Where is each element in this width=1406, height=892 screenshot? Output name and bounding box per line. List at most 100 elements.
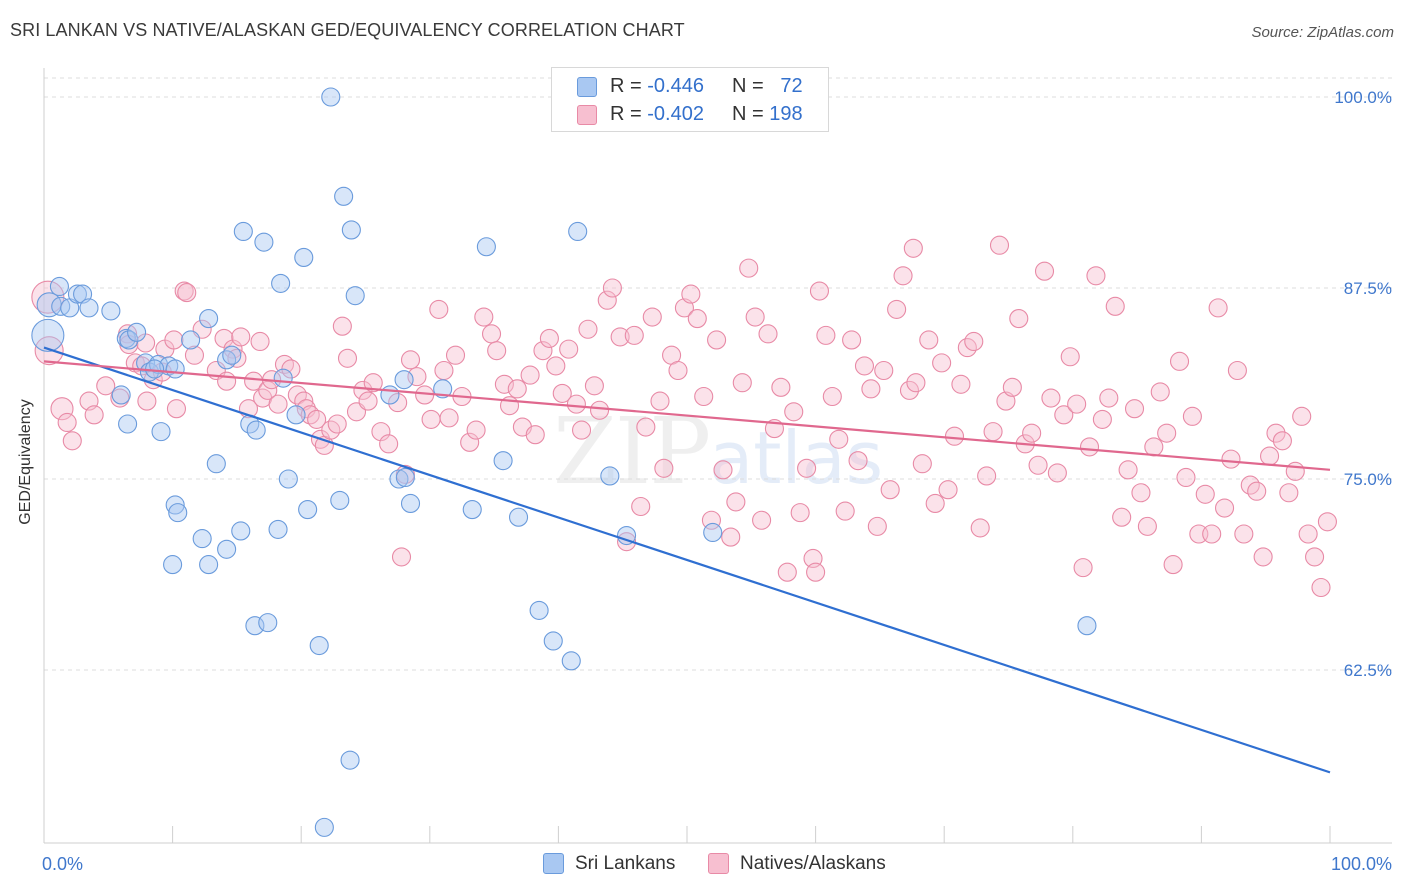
- natives-alaskans-point: [668, 360, 688, 381]
- natives-alaskans-point: [721, 527, 741, 547]
- sri-lankans-point: [165, 495, 185, 515]
- natives-alaskans-point: [379, 434, 399, 454]
- r-text: R = -0.446: [610, 75, 704, 97]
- natives-alaskans-point: [400, 350, 421, 370]
- natives-alaskans-point: [429, 299, 449, 319]
- sri-lankans-point: [199, 309, 219, 329]
- natives-alaskans-point: [50, 397, 74, 421]
- natives-alaskans-point: [1099, 388, 1119, 408]
- natives-alaskans-point: [944, 426, 965, 446]
- sri-lankans-point: [165, 359, 185, 379]
- sri-lankans-point: [476, 237, 496, 257]
- natives-alaskans-point: [919, 330, 939, 350]
- natives-alaskans-point: [1317, 512, 1337, 532]
- natives-alaskans-point: [466, 420, 486, 440]
- natives-alaskans-point: [842, 330, 862, 350]
- natives-alaskans-point: [494, 374, 514, 394]
- n-value: 198: [769, 103, 803, 125]
- sri-lankans-point: [222, 345, 242, 365]
- sri-lankans-point: [118, 414, 138, 434]
- natives-alaskans-point: [829, 429, 849, 449]
- sri-lankans-point: [119, 330, 139, 350]
- natives-alaskans-point: [624, 325, 644, 345]
- natives-alaskans-point: [745, 307, 765, 327]
- sri-lankans-point: [561, 651, 581, 671]
- natives-alaskans-point: [777, 562, 797, 582]
- natives-alaskans-point: [707, 330, 727, 350]
- natives-alaskans-point: [1260, 446, 1280, 466]
- natives-alaskans-trend-line: [43, 360, 1331, 471]
- sri-lankans-point: [462, 500, 482, 520]
- natives-alaskans-point: [137, 391, 157, 411]
- sri-lankans-point: [258, 613, 278, 633]
- natives-alaskans-point: [268, 394, 288, 414]
- legend-label: Natives/Alaskans: [740, 853, 886, 874]
- natives-alaskans-point: [752, 510, 772, 530]
- sri-lankans-point: [67, 284, 87, 304]
- natives-alaskans-point: [848, 451, 868, 471]
- natives-alaskans-point: [1292, 406, 1312, 426]
- y-tick-label: 100.0%: [1334, 88, 1392, 107]
- natives-alaskans-point: [713, 460, 733, 480]
- sri-lankans-point: [217, 539, 237, 559]
- sri-lankans-point: [271, 273, 291, 293]
- natives-alaskans-point: [906, 373, 926, 393]
- sri-lankans-point: [345, 286, 365, 306]
- natives-alaskans-point: [525, 425, 545, 445]
- natives-alaskans-point: [445, 345, 466, 365]
- sri-lankans-point: [151, 422, 171, 442]
- natives-alaskans-point: [1266, 423, 1286, 443]
- natives-alaskans-point: [932, 353, 952, 373]
- natives-alaskans-point: [893, 266, 913, 286]
- y-tick-label: 87.5%: [1344, 279, 1392, 298]
- natives-alaskans-point: [1234, 524, 1254, 544]
- natives-alaskans-point: [358, 391, 378, 411]
- source-label: Source: ZipAtlas.com: [1251, 24, 1394, 41]
- natives-alaskans-point: [739, 258, 759, 278]
- natives-alaskans-point: [1247, 481, 1267, 501]
- x-tick-label-right: 100.0%: [1331, 854, 1392, 874]
- natives-alaskans-point: [421, 409, 441, 429]
- natives-alaskans-point: [34, 336, 64, 366]
- natives-alaskans-point: [353, 380, 373, 400]
- natives-alaskans-point: [880, 480, 900, 500]
- sri-lankans-point: [380, 385, 400, 405]
- natives-alaskans-point: [816, 325, 836, 345]
- natives-alaskans-point: [62, 431, 82, 451]
- sri-lankans-point: [254, 232, 274, 252]
- natives-alaskans-point: [1028, 455, 1048, 475]
- natives-alaskans-point: [166, 399, 187, 419]
- natives-alaskans-point: [474, 307, 494, 327]
- natives-alaskans-point: [771, 377, 791, 397]
- sri-lankans-point: [394, 370, 414, 390]
- natives-alaskans-point: [1073, 558, 1093, 578]
- n-value: 72: [780, 75, 803, 97]
- chart-title: SRI LANKAN VS NATIVE/ALASKAN GED/EQUIVAL…: [10, 20, 685, 40]
- y-tick-label: 62.5%: [1344, 661, 1392, 680]
- natives-alaskans-point: [617, 532, 637, 552]
- natives-alaskans-point: [520, 365, 540, 385]
- natives-alaskans-point: [867, 516, 887, 536]
- natives-alaskans-point: [1054, 405, 1074, 425]
- natives-alaskans-point: [977, 466, 997, 486]
- natives-alaskans-point: [371, 422, 391, 442]
- natives-alaskans-point: [546, 356, 566, 376]
- natives-alaskans-point: [31, 280, 65, 314]
- natives-alaskans-point: [559, 339, 579, 359]
- sri-lankans-swatch: [577, 77, 597, 97]
- natives-alaskans-point: [507, 379, 527, 399]
- natives-alaskans-point: [989, 235, 1010, 255]
- natives-alaskans-point: [1157, 423, 1177, 443]
- n-text: N = 72: [732, 75, 803, 97]
- sri-lankans-point: [163, 555, 183, 575]
- natives-alaskans-point: [1009, 309, 1029, 329]
- natives-alaskans-point: [806, 562, 826, 582]
- natives-alaskans-point: [925, 493, 945, 513]
- natives-alaskans-point: [1298, 524, 1318, 544]
- natives-alaskans-point: [912, 454, 932, 474]
- natives-alaskans-point: [681, 284, 701, 304]
- natives-alaskans-point: [790, 503, 810, 523]
- natives-alaskans-point: [184, 345, 205, 365]
- sri-lankans-point: [493, 451, 513, 471]
- natives-alaskans-point: [809, 281, 830, 301]
